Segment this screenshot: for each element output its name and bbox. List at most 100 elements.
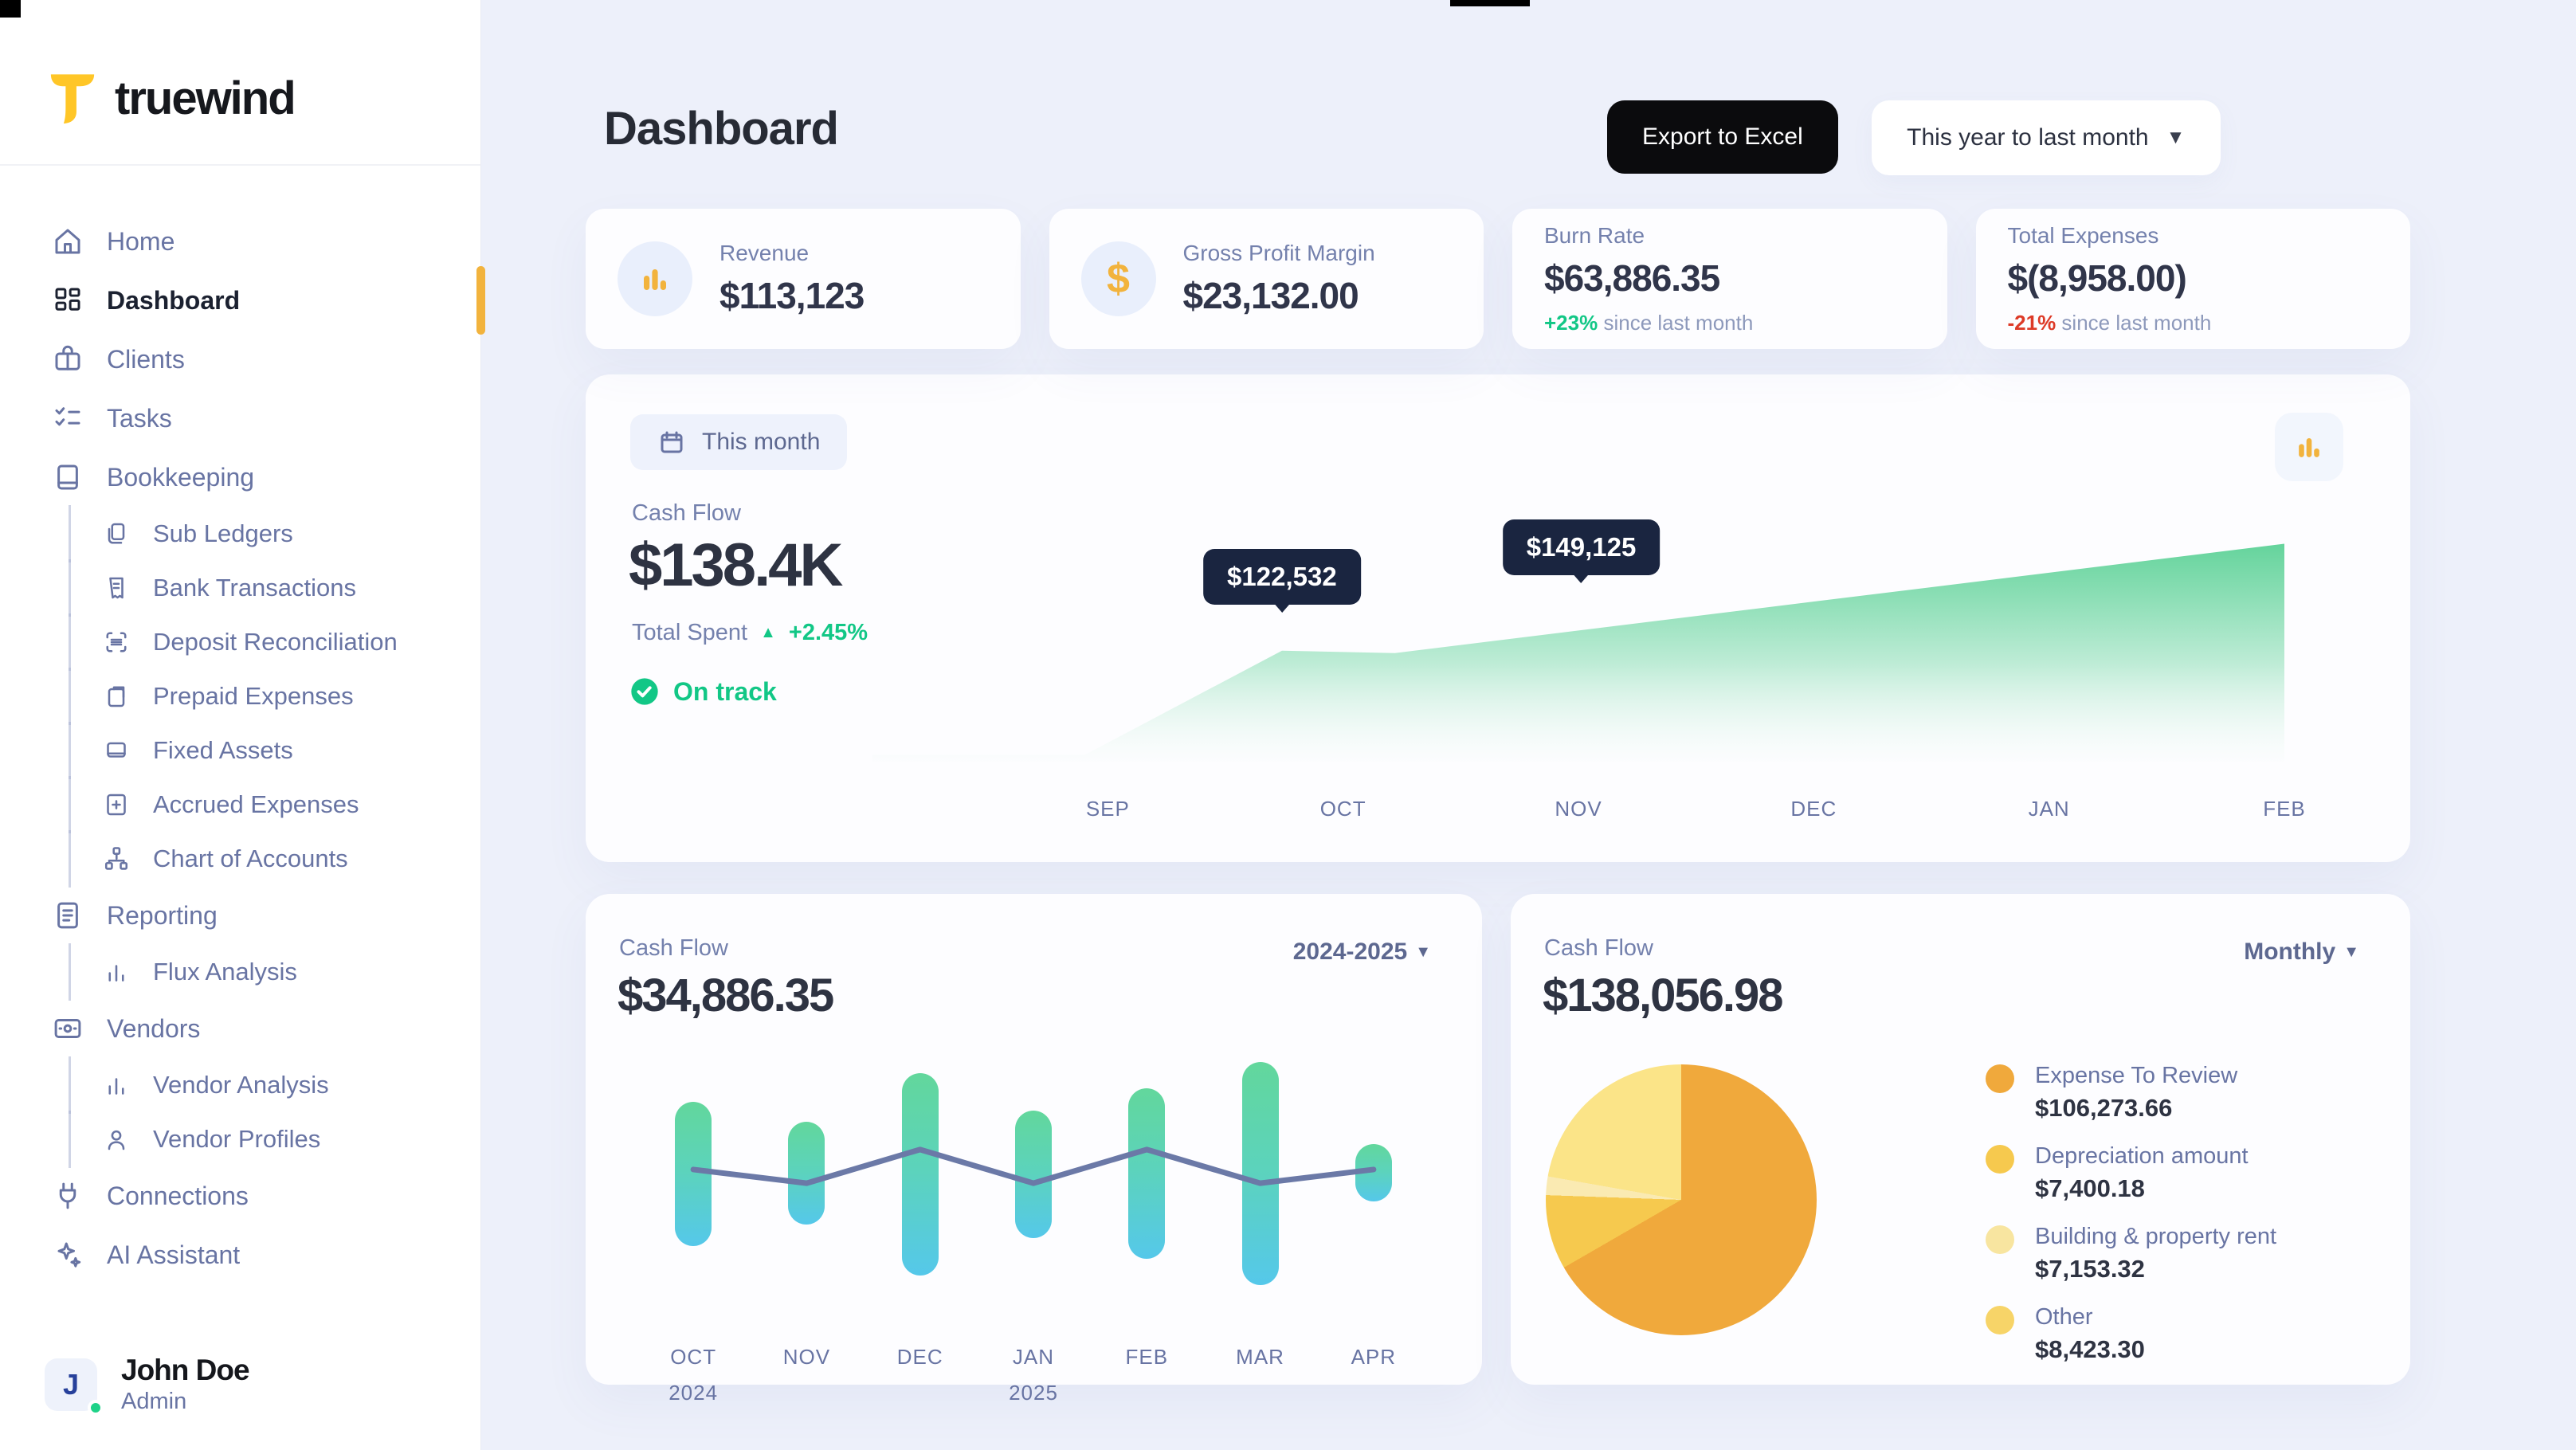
home-icon: [51, 225, 84, 258]
sidebar-item-dashboard[interactable]: Dashboard: [0, 271, 480, 330]
sidebar: truewind Home Dashboard Clients Tasks Bookke…: [0, 0, 481, 1450]
legend-text: Expense To Review $106,273.66: [2035, 1063, 2237, 1123]
sidebar-item-sub-ledgers[interactable]: Sub Ledgers: [0, 505, 480, 562]
legend-item-building-property-rent: Building & property rent $7,153.32: [1986, 1224, 2276, 1283]
range-bar: [1015, 1111, 1052, 1239]
screen-artifact-topcenter: [1450, 0, 1530, 6]
legend-label: Other: [2035, 1304, 2093, 1330]
sidebar-item-label: Home: [107, 226, 175, 256]
x-axis-label: OCT: [1319, 797, 1366, 821]
legend-value: $8,423.30: [2035, 1335, 2145, 1363]
area-chart-x-axis: SEP OCT NOV DEC JAN FEB: [872, 797, 2305, 829]
sidebar-item-flux-analysis[interactable]: Flux Analysis: [0, 943, 480, 1001]
online-status-dot: [88, 1399, 104, 1416]
date-range-dropdown[interactable]: This year to last month ▼: [1871, 100, 2221, 175]
chevron-down-icon: ▼: [2343, 942, 2359, 961]
brand-logo[interactable]: truewind: [0, 0, 480, 127]
x-axis-label: NOV: [1555, 797, 1602, 821]
bar-chart-icon: [2299, 438, 2319, 457]
sidebar-item-connections[interactable]: Connections: [0, 1166, 480, 1225]
page-title: Dashboard: [604, 103, 839, 155]
x-axis-label: FEB: [2263, 797, 2306, 821]
legend-value: $106,273.66: [2035, 1094, 2173, 1122]
total-spent-label: Total Spent: [632, 620, 748, 645]
stat-card-burn-rate: Burn Rate $63,886.35 +23% since last month: [1512, 209, 1947, 349]
chart-type-button[interactable]: [2275, 413, 2343, 481]
chart-tooltip: $149,125: [1502, 519, 1660, 576]
dashboard-icon: [51, 284, 84, 317]
divider: [0, 164, 480, 166]
total-spent-row: Total Spent ▲ +2.45%: [632, 620, 868, 646]
calendar-icon: [661, 431, 683, 453]
stat-label: Gross Profit Margin: [1182, 241, 1375, 265]
bar-chart-icon: [618, 241, 692, 316]
legend-label: Expense To Review: [2035, 1063, 2238, 1088]
scan-lines-icon: [102, 628, 131, 656]
sidebar-item-deposit-reconciliation[interactable]: Deposit Reconciliation: [0, 613, 480, 671]
period-chip-button[interactable]: This month: [630, 414, 848, 470]
interval-dropdown[interactable]: Monthly ▼: [2244, 939, 2359, 966]
legend-dot: [1986, 1225, 2014, 1254]
sidebar-item-bookkeeping[interactable]: Bookkeeping: [0, 448, 480, 507]
stat-value: $113,123: [719, 275, 865, 316]
sidebar-item-home[interactable]: Home: [0, 212, 480, 271]
sidebar-item-label: Bookkeeping: [107, 462, 255, 492]
cashflow-overview-card: This month Cash Flow $138.4K Total Spent…: [586, 374, 2410, 862]
brand-logo-icon: [50, 74, 95, 124]
plus-square-icon: [102, 790, 131, 819]
user-role: Admin: [121, 1389, 187, 1414]
sidebar-item-bank-transactions[interactable]: Bank Transactions: [0, 559, 480, 617]
cashflow-combo-chart: [637, 1060, 1430, 1323]
bar-card-value: $34,886.35: [618, 970, 834, 1021]
export-to-excel-button[interactable]: Export to Excel: [1607, 100, 1838, 174]
total-spent-change: +2.45%: [788, 620, 868, 645]
sidebar-item-ai-assistant[interactable]: AI Assistant: [0, 1225, 480, 1284]
legend-label: Building & property rent: [2035, 1224, 2277, 1249]
triangle-up-icon: ▲: [760, 624, 776, 641]
sidebar-item-vendor-analysis[interactable]: Vendor Analysis: [0, 1056, 480, 1114]
trend-line: [637, 1060, 1430, 1323]
x-axis-label: JAN: [2028, 797, 2070, 821]
sidebar-item-vendors[interactable]: Vendors: [0, 999, 480, 1058]
date-range-label: This year to last month: [1907, 124, 2149, 151]
stat-card-revenue: Revenue $113,123: [586, 209, 1021, 349]
sidebar-item-vendor-profiles[interactable]: Vendor Profiles: [0, 1111, 480, 1168]
sidebar-item-prepaid-expenses[interactable]: Prepaid Expenses: [0, 668, 480, 725]
brand-name: truewind: [115, 72, 296, 124]
sidebar-item-label: Accrued Expenses: [153, 790, 359, 818]
clipboard-icon: [102, 682, 131, 711]
range-bar: [901, 1073, 939, 1276]
document-icon: [51, 899, 84, 932]
stat-label: Total Expenses: [2007, 222, 2159, 248]
sidebar-item-accrued-expenses[interactable]: Accrued Expenses: [0, 776, 480, 833]
pie-card-label: Cash Flow: [1544, 935, 1653, 961]
user-profile[interactable]: J John Doe Admin: [45, 1354, 250, 1416]
vendor-card-icon: [51, 1012, 84, 1045]
chevron-down-icon: ▼: [2166, 127, 2186, 148]
sidebar-item-clients[interactable]: Clients: [0, 330, 480, 389]
sidebar-item-label: Clients: [107, 344, 185, 374]
x-axis-label: JAN 2025: [1009, 1345, 1058, 1405]
receipt-icon: [102, 574, 131, 602]
cashflow-label: Cash Flow: [632, 500, 741, 526]
x-axis-label: APR: [1351, 1345, 1397, 1369]
sidebar-item-chart-of-accounts[interactable]: Chart of Accounts: [0, 830, 480, 888]
sidebar-item-reporting[interactable]: Reporting: [0, 886, 480, 945]
sidebar-item-label: Deposit Reconciliation: [153, 628, 398, 656]
cashflow-value: $138.4K: [629, 531, 843, 599]
year-range-dropdown[interactable]: 2024-2025 ▼: [1293, 939, 1431, 966]
sidebar-item-label: Fixed Assets: [153, 736, 293, 764]
range-bar: [1241, 1061, 1279, 1286]
range-bar: [1128, 1088, 1166, 1260]
clients-icon: [51, 343, 84, 376]
range-bar: [788, 1121, 825, 1225]
sidebar-item-fixed-assets[interactable]: Fixed Assets: [0, 722, 480, 779]
chart-tooltip: $122,532: [1203, 548, 1361, 605]
person-icon: [102, 1125, 131, 1154]
sidebar-item-tasks[interactable]: Tasks: [0, 389, 480, 448]
sidebar-nav: Home Dashboard Clients Tasks Bookkeeping Sub …: [0, 212, 480, 1284]
legend-item-expense-to-review: Expense To Review $106,273.66: [1986, 1063, 2276, 1123]
sidebar-item-label: Vendors: [107, 1013, 201, 1043]
legend-value: $7,153.32: [2035, 1255, 2145, 1283]
status-badge: On track: [629, 676, 777, 707]
